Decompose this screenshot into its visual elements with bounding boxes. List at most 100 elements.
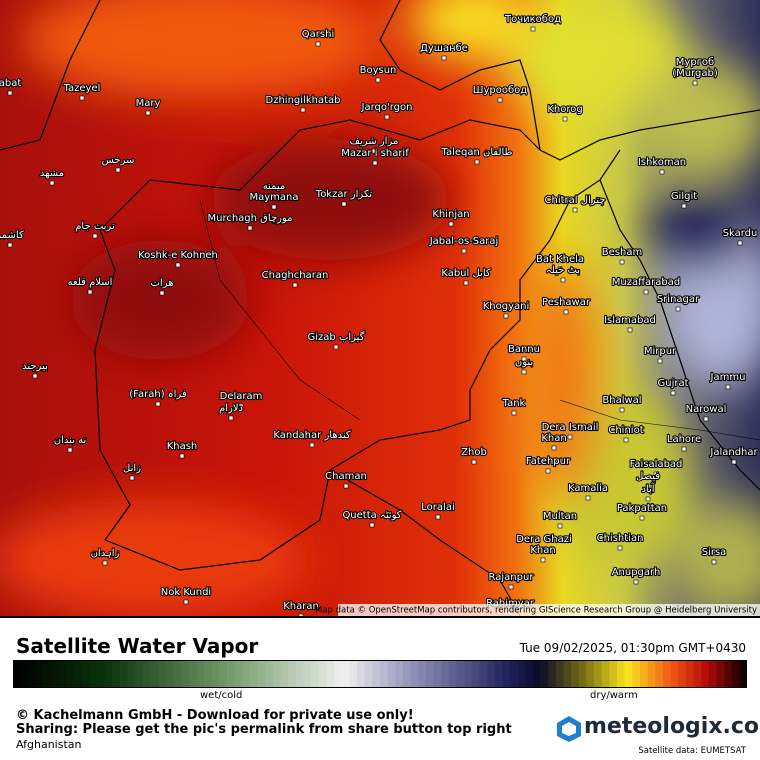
colorbar-swatch (464, 660, 473, 688)
place-dot (585, 495, 591, 501)
place-label: Qarshi (302, 29, 334, 40)
colorbar-swatch (51, 660, 60, 688)
colorbar-swatch (204, 660, 213, 688)
place-dot (292, 282, 298, 288)
place-dot (49, 180, 55, 186)
colorbar-swatch (89, 660, 98, 688)
place-label: (Murgab) (672, 68, 718, 79)
place-dot (471, 459, 477, 465)
colorbar-swatch (708, 660, 717, 688)
colorbar-swatch (448, 660, 457, 688)
colorbar-swatch (58, 660, 67, 688)
place-label: Душанбе (420, 43, 468, 54)
place-label: Jarqo'rgon (361, 102, 413, 113)
place-dot (623, 437, 629, 443)
colorbar-swatch (433, 660, 442, 688)
place-dot (645, 483, 651, 489)
place-label: Kamalia (568, 483, 608, 494)
colorbar-swatch (28, 660, 37, 688)
colorbar-swatch (227, 660, 236, 688)
place-label: Narowal (686, 404, 727, 415)
place-dot (703, 416, 709, 422)
place-label: Khorog (547, 104, 582, 115)
colorbar-swatch (387, 660, 396, 688)
place-dot (115, 167, 121, 173)
place-dot (567, 434, 573, 440)
colorbar-swatch (617, 660, 625, 688)
title: Satellite Water Vapor (16, 634, 259, 658)
colorbar-swatch (341, 660, 350, 688)
colorbar-swatch (487, 660, 495, 688)
brand[interactable]: meteologix.com (584, 714, 760, 739)
place-dot (238, 403, 244, 409)
place-dot (247, 225, 253, 231)
place-label: Jalandhar (709, 447, 758, 458)
place-dot (369, 522, 375, 528)
place-label: تربت جام (75, 221, 115, 232)
colorbar-swatch (74, 660, 83, 688)
brand-logo (557, 716, 581, 742)
place-label: Kabul کابل (441, 268, 491, 279)
place-dot (692, 80, 698, 86)
place-dot (633, 579, 639, 585)
place-dot (572, 207, 578, 213)
place-dot (675, 306, 681, 312)
place-dot (659, 169, 665, 175)
place-label: Dera Ghazi (516, 534, 572, 545)
place-label: Tazeyel (63, 83, 101, 94)
colorbar-swatch (372, 660, 381, 688)
place-dot (183, 599, 189, 605)
place-label: Islamabad (604, 315, 656, 326)
place-label: Gujrat (657, 378, 688, 389)
colorbar-swatch (20, 660, 29, 688)
place-label: Multan (543, 511, 577, 522)
colorbar-swatch (364, 660, 373, 688)
place-label: Kharan (283, 601, 319, 612)
place-dot (737, 240, 743, 246)
colorbar-swatch (112, 660, 121, 688)
place-dot (298, 613, 304, 616)
colorbar-swatch (81, 660, 90, 688)
place-dot (300, 107, 306, 113)
colorbar-swatch (158, 660, 167, 688)
place-dot (711, 559, 717, 565)
colorbar-swatch (120, 660, 128, 688)
place-label: Mary (136, 98, 161, 109)
colorbar-swatch (731, 660, 740, 688)
colorbar-swatch (188, 660, 197, 688)
colorbar-swatch (211, 660, 220, 688)
colorbar-swatch (410, 660, 419, 688)
place-dot (92, 233, 98, 239)
colorbar-swatch (35, 660, 44, 688)
place-label: Jabal-os-Saraj (429, 236, 499, 247)
place-label: (Farah) فراہ (129, 389, 187, 400)
colorbar-swatch (425, 660, 434, 688)
colorbar-swatch (13, 660, 21, 688)
place-dot (541, 546, 547, 552)
colorbar-swatch (280, 660, 289, 688)
place-dot (79, 95, 85, 101)
colorbar-swatch (479, 660, 488, 688)
colorbar-swatch (456, 660, 465, 688)
colorbar-swatch (242, 660, 251, 688)
place-label: Kandahar کندھار (273, 430, 351, 441)
place-dot (333, 344, 339, 350)
place-label: Fatehpur (526, 456, 571, 467)
colorbar-swatch (395, 660, 404, 688)
source: Satellite data: EUMETSAT (638, 746, 746, 756)
place-label: Delaram (220, 391, 263, 402)
colorbar-swatch (127, 660, 136, 688)
colorbar-swatch (563, 660, 572, 688)
place-dot (448, 221, 454, 227)
place-label: Dera Ismail (542, 422, 599, 433)
colorbar-swatch (724, 660, 733, 688)
place-label: Besham (602, 247, 642, 258)
place-label: Jammu (710, 372, 746, 383)
colorbar-swatch (250, 660, 258, 688)
place-label: Koshk-e Kohneh (138, 250, 218, 261)
place-label: Taleqan طالقان (440, 147, 512, 158)
place-dot (7, 90, 13, 96)
place-label: Mirpur (644, 346, 677, 357)
colorbar-swatch (326, 660, 335, 688)
